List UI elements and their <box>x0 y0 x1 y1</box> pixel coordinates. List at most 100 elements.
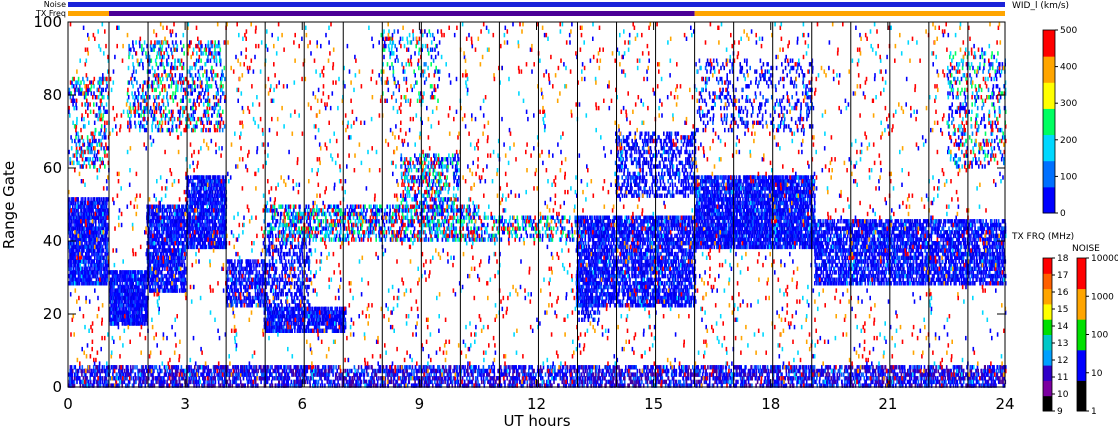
echo-cell <box>105 135 107 140</box>
echo-cell <box>118 310 120 315</box>
echo-cell <box>183 208 186 213</box>
echo-cell <box>89 222 91 228</box>
echo-cell <box>148 262 151 268</box>
echo-cell <box>178 230 180 235</box>
echo-cell <box>75 233 77 239</box>
echo-cell <box>175 222 178 228</box>
echo-cell <box>73 160 75 166</box>
echo-cell <box>304 270 306 275</box>
echo-cell <box>308 314 311 319</box>
echo-cell <box>70 262 73 268</box>
echo-cell <box>162 215 165 220</box>
echo-cell <box>172 262 174 268</box>
echo-cell <box>172 98 175 103</box>
echo-cell <box>301 277 304 282</box>
echo-cell <box>181 208 184 213</box>
echo-cell <box>80 200 82 206</box>
echo-cell <box>132 284 134 290</box>
echo-cell <box>244 273 247 279</box>
echo-cell <box>68 266 71 271</box>
echo-cell <box>214 182 216 187</box>
echo-cell <box>95 215 97 220</box>
echo-cell <box>300 295 303 301</box>
echo-cell <box>287 251 289 257</box>
echo-cell <box>177 80 179 85</box>
echo-cell <box>143 124 146 129</box>
echo-cell <box>72 197 74 202</box>
echo-cell <box>136 80 138 85</box>
echo-cell <box>157 80 160 85</box>
echo-cell <box>213 204 215 209</box>
echo-cell <box>267 295 269 301</box>
echo-cell <box>265 277 267 282</box>
echo-cell <box>271 324 273 330</box>
echo-cell <box>198 73 201 78</box>
echo-cell <box>84 208 87 213</box>
echo-cell <box>97 233 99 239</box>
echo-cell <box>163 284 166 290</box>
echo-cell <box>141 317 144 322</box>
echo-cell <box>141 95 144 100</box>
echo-cell <box>96 281 98 286</box>
echo-cell <box>188 43 190 49</box>
echo-cell <box>178 219 181 224</box>
echo-cell <box>310 314 313 319</box>
echo-cell <box>74 204 76 209</box>
echo-cell <box>217 241 220 246</box>
echo-cell <box>265 244 267 250</box>
echo-cell <box>77 251 80 257</box>
echo-cell <box>77 135 80 140</box>
echo-cell <box>318 324 321 330</box>
echo-cell <box>84 124 86 129</box>
echo-cell <box>132 310 134 315</box>
echo-cell <box>89 248 91 253</box>
echo-cell <box>69 91 71 96</box>
echo-cell <box>101 233 104 239</box>
echo-cell <box>140 273 142 279</box>
echo-cell <box>124 295 127 301</box>
echo-cell <box>84 200 87 206</box>
echo-cell <box>81 266 83 271</box>
echo-cell <box>194 237 196 242</box>
echo-cell <box>279 317 282 322</box>
echo-cell <box>106 244 108 250</box>
echo-cell <box>265 284 267 290</box>
echo-cell <box>249 273 251 279</box>
echo-cell <box>148 69 150 74</box>
echo-cell <box>113 288 116 293</box>
echo-cell <box>104 233 106 239</box>
echo-cell <box>87 91 89 96</box>
echo-cell <box>296 317 298 322</box>
echo-cell <box>173 80 175 85</box>
echo-cell <box>154 219 157 224</box>
echo-cell <box>210 189 212 195</box>
echo-cell <box>93 233 96 239</box>
echo-cell <box>144 270 147 275</box>
echo-cell <box>145 102 148 107</box>
echo-cell <box>151 259 154 264</box>
echo-cell <box>201 222 203 228</box>
echo-cell <box>120 277 122 282</box>
echo-cell <box>85 266 87 271</box>
echo-cell <box>212 186 215 191</box>
echo-cell <box>289 262 291 268</box>
echo-cell <box>150 241 153 246</box>
echo-cell <box>280 255 283 260</box>
echo-cell <box>197 58 199 63</box>
echo-cell <box>182 219 185 224</box>
echo-cell <box>288 314 291 319</box>
echo-cell <box>93 164 95 169</box>
echo-cell <box>154 98 156 103</box>
echo-cell <box>72 266 75 271</box>
echo-cell <box>338 314 340 319</box>
echo-cell <box>72 120 74 125</box>
echo-cell <box>308 303 311 308</box>
echo-cell <box>162 113 164 118</box>
echo-cell <box>289 314 292 319</box>
echo-cell <box>77 259 80 264</box>
echo-cell <box>152 241 154 246</box>
echo-cell <box>338 321 341 326</box>
echo-cell <box>86 270 89 275</box>
echo-cell <box>211 73 213 78</box>
echo-cell <box>192 179 194 184</box>
